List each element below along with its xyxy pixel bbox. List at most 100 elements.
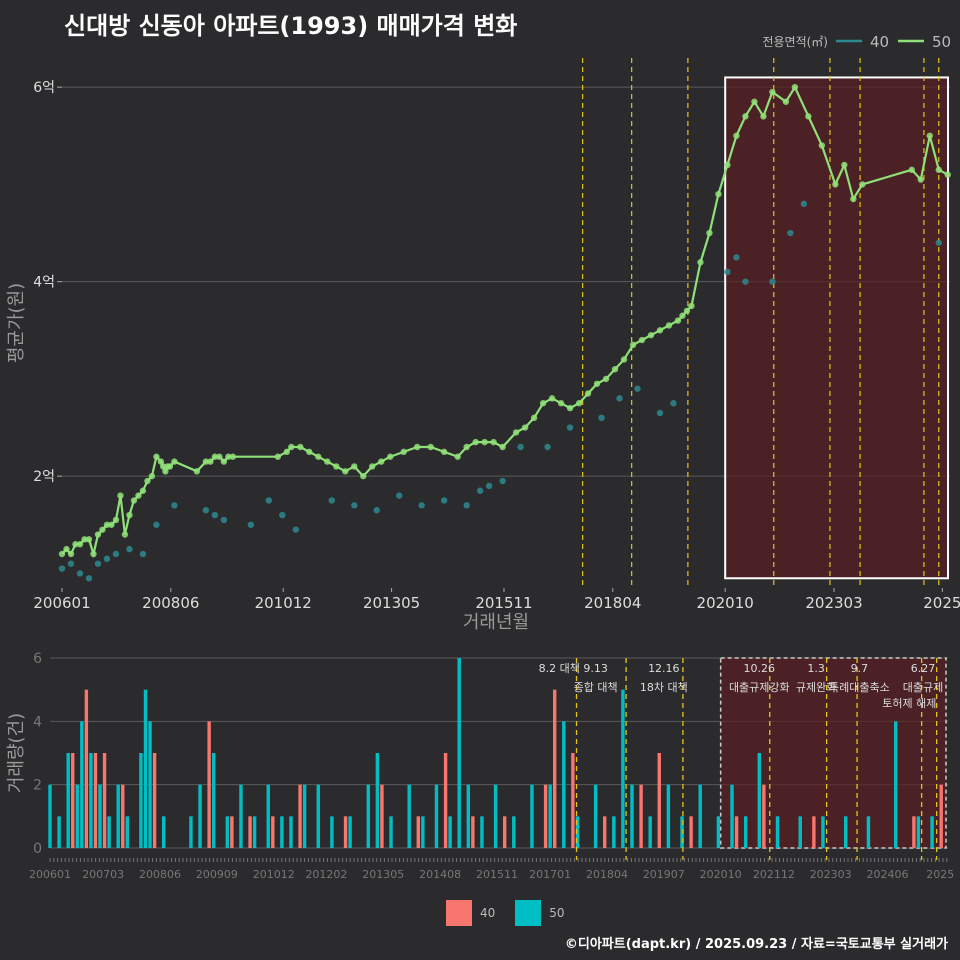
point-50 — [94, 531, 102, 538]
point-40 — [85, 575, 93, 582]
point-50 — [481, 438, 488, 446]
point-50 — [72, 541, 79, 548]
y-axis-title: 평균가(원) — [6, 283, 27, 363]
bar-50 — [161, 816, 166, 848]
point-50 — [530, 414, 538, 422]
point-50 — [688, 302, 695, 310]
point-40 — [67, 560, 75, 567]
point-50 — [859, 181, 866, 188]
point-40 — [485, 482, 493, 490]
bar-50 — [480, 816, 484, 848]
point-50 — [207, 458, 214, 465]
point-50 — [378, 458, 385, 465]
point-50 — [162, 468, 169, 475]
bar-50 — [666, 784, 671, 848]
point-40 — [396, 492, 403, 499]
x-tick-label: 201511 — [475, 594, 532, 612]
price-chart: 2억 4억 6억 200601 200806 201012 201305 201511 2018… — [6, 33, 960, 630]
point-50 — [593, 380, 601, 387]
point-40 — [440, 497, 448, 504]
point-50 — [400, 448, 407, 456]
bar-40 — [152, 753, 157, 848]
bar-50 — [648, 816, 652, 848]
x-tick-label: 201012 — [255, 594, 312, 612]
point-40 — [202, 507, 210, 514]
point-40 — [634, 385, 641, 392]
point-50 — [117, 492, 124, 499]
point-50 — [832, 181, 839, 188]
bar-40 — [121, 784, 125, 848]
point-40 — [418, 502, 425, 509]
bar-50 — [375, 753, 380, 848]
y-tick-label: 6 — [33, 651, 42, 667]
point-50 — [333, 463, 340, 470]
bar-50 — [66, 753, 70, 848]
annotation-line1: 12.16 — [648, 662, 680, 675]
bar-50 — [843, 816, 848, 848]
bar-50 — [612, 816, 616, 848]
bar-40 — [416, 816, 420, 848]
point-50 — [715, 190, 722, 198]
bar-50 — [225, 816, 230, 848]
bar-50 — [348, 816, 352, 848]
annotation-extra: 토허제 해제 — [882, 696, 936, 710]
point-40 — [463, 502, 470, 509]
point-50 — [575, 400, 583, 407]
point-50 — [202, 458, 210, 465]
point-50 — [144, 477, 151, 485]
point-50 — [342, 468, 349, 475]
y-tick-label: 2 — [33, 778, 42, 794]
point-40 — [742, 278, 749, 285]
point-40 — [598, 414, 605, 422]
point-50 — [683, 307, 691, 315]
bar-40 — [502, 816, 507, 848]
annotation-line1: 9.7 — [851, 662, 869, 675]
point-50 — [297, 443, 304, 451]
bar-40 — [71, 753, 75, 848]
x-tick-label: 202010 — [700, 868, 742, 881]
bar-40 — [207, 721, 211, 848]
bar-50 — [575, 816, 580, 848]
point-50 — [351, 463, 358, 470]
y-tick-label: 4 — [33, 714, 42, 730]
bar-50 — [680, 816, 684, 848]
point-40 — [279, 511, 286, 519]
bar-50 — [266, 784, 270, 848]
point-40 — [499, 477, 506, 485]
point-40 — [544, 443, 551, 451]
bar-50 — [139, 753, 143, 848]
bar-50 — [316, 784, 320, 848]
point-50 — [841, 161, 848, 169]
point-50 — [679, 312, 686, 319]
x-tick-label: 200601 — [29, 868, 71, 881]
x-tick-label: 200601 — [33, 594, 90, 612]
point-50 — [521, 424, 529, 431]
point-50 — [103, 521, 111, 528]
x-tick-label: 201907 — [643, 868, 685, 881]
annotation-line1: 1.3 — [807, 662, 825, 675]
x-tick-label: 202010 — [697, 594, 754, 612]
bar-50 — [57, 816, 61, 848]
point-50 — [121, 531, 129, 538]
point-50 — [63, 545, 70, 553]
bar-40 — [230, 816, 234, 848]
point-50 — [58, 550, 66, 558]
x-tick-label: 200703 — [82, 868, 124, 881]
bottom-legend: 40 50 — [446, 900, 565, 926]
point-50 — [85, 536, 93, 543]
x-tick-label: 202303 — [805, 594, 862, 612]
annotation-line1: 6.27 — [911, 662, 936, 675]
point-50 — [153, 453, 160, 460]
bar-40 — [343, 816, 348, 848]
point-50 — [126, 511, 133, 519]
x-tick-label: 202406 — [867, 868, 909, 881]
point-50 — [706, 229, 713, 237]
point-50 — [387, 453, 394, 460]
x-tick-label: 201012 — [253, 868, 295, 881]
point-50 — [751, 98, 758, 105]
bar-50 — [80, 721, 84, 848]
point-50 — [108, 521, 115, 528]
bar-50 — [89, 753, 93, 848]
point-50 — [917, 176, 924, 183]
point-40 — [656, 409, 664, 417]
